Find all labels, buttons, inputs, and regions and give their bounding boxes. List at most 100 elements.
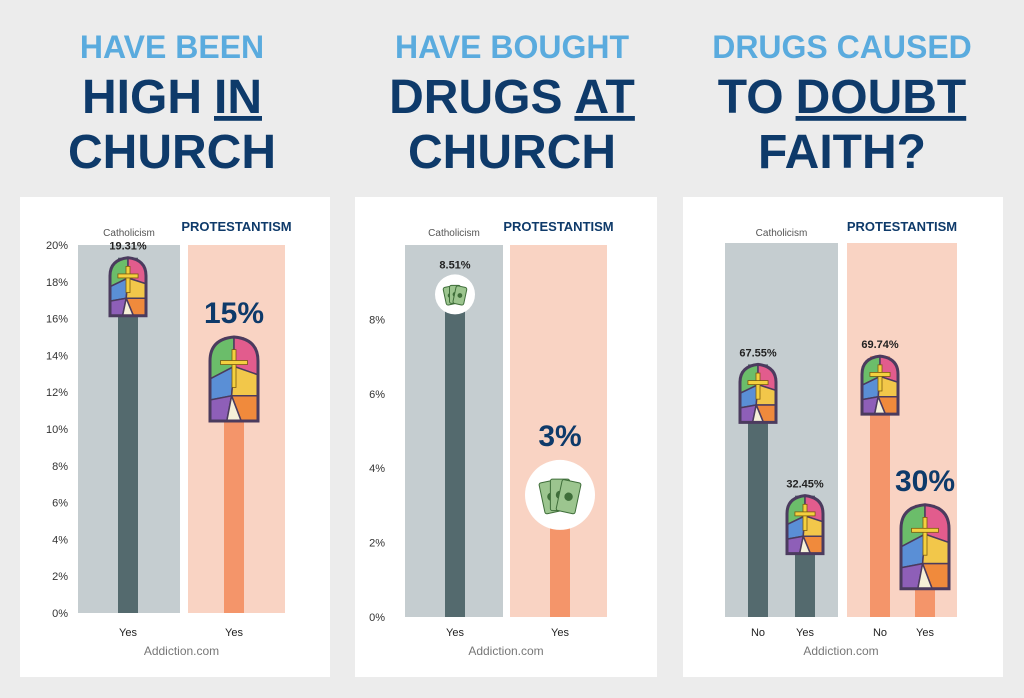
- pane: [901, 562, 924, 589]
- bar: [118, 257, 138, 613]
- pane: [121, 295, 135, 316]
- x-tick-label: No: [873, 627, 887, 639]
- y-tick-label: 20%: [46, 240, 68, 252]
- cross-h: [911, 527, 939, 533]
- cross-v: [922, 517, 928, 556]
- y-tick-label: 10%: [46, 424, 68, 436]
- title-word: DRUGS CAUSED: [712, 29, 972, 65]
- y-tick-label: 6%: [52, 498, 68, 510]
- title-word: TO: [718, 71, 784, 124]
- cross-h: [869, 372, 891, 377]
- x-tick-label: Yes: [119, 627, 137, 639]
- money-icon: [435, 274, 475, 315]
- y-tick-label: 4%: [369, 463, 385, 475]
- window-frame: [785, 494, 825, 556]
- window-icon: [860, 354, 900, 416]
- pane: [916, 560, 934, 589]
- window-icon: [738, 362, 778, 424]
- y-tick-label: 18%: [46, 277, 68, 289]
- title-word: DOUBT: [796, 71, 967, 124]
- window-panes: [862, 356, 898, 415]
- window-icon: [899, 503, 951, 591]
- series-name: PROTESTANTISM: [847, 219, 957, 234]
- title-line: DRUGS CAUSED: [712, 29, 972, 65]
- title-line: CHURCH: [408, 126, 616, 179]
- title-word: CHURCH: [68, 126, 276, 179]
- window-frame: [899, 503, 951, 591]
- x-tick-label: Yes: [796, 627, 814, 639]
- value-label: 30%: [895, 465, 955, 498]
- y-tick-label: 8%: [52, 461, 68, 473]
- cross-v: [231, 349, 237, 388]
- cross-v: [802, 503, 808, 531]
- cross-h: [117, 273, 139, 279]
- pane: [787, 535, 805, 554]
- pane: [862, 395, 880, 415]
- bar: [870, 356, 890, 617]
- y-tick-label: 0%: [52, 608, 68, 620]
- series-name: Catholicism: [103, 228, 155, 239]
- bar: [445, 300, 465, 617]
- bill-seal: [564, 492, 573, 501]
- value-label: 8.51%: [439, 259, 470, 271]
- value-label: 69.74%: [861, 339, 899, 351]
- bar: [550, 505, 570, 617]
- y-tick-label: 4%: [52, 534, 68, 546]
- window-frame: [108, 256, 148, 318]
- pane: [751, 402, 765, 423]
- title-line: CHURCH: [68, 126, 276, 179]
- title-word: HIGH: [82, 71, 202, 124]
- title-line: HAVE BEEN: [80, 29, 264, 65]
- cross-v: [125, 265, 131, 293]
- pane: [225, 393, 243, 421]
- x-tick-label: No: [751, 627, 765, 639]
- y-tick-label: 12%: [46, 387, 68, 399]
- window-frame: [860, 354, 900, 416]
- window-frame: [738, 362, 778, 424]
- value-label: 3%: [538, 420, 581, 453]
- cross-v: [877, 364, 883, 392]
- source: Addiction.com: [144, 644, 219, 658]
- window-panes: [901, 504, 949, 589]
- window-panes: [210, 337, 258, 421]
- y-tick-label: 2%: [52, 571, 68, 583]
- title-word: HAVE BEEN: [80, 29, 264, 65]
- title-word: IN: [214, 71, 262, 124]
- pane: [210, 394, 233, 421]
- x-tick-label: Yes: [551, 627, 569, 639]
- pane: [740, 404, 758, 423]
- cross-h: [747, 380, 769, 386]
- source: Addiction.com: [803, 644, 878, 658]
- window-panes: [740, 364, 776, 423]
- pane: [110, 297, 128, 316]
- x-tick-label: Yes: [916, 627, 934, 639]
- title-word: CHURCH: [408, 126, 616, 179]
- y-tick-label: 6%: [369, 389, 385, 401]
- y-tick-label: 16%: [46, 314, 68, 326]
- y-tick-label: 2%: [369, 538, 385, 550]
- series-name: Catholicism: [756, 228, 808, 239]
- window-panes: [787, 495, 823, 554]
- panel: [355, 197, 657, 677]
- cross-h: [794, 511, 816, 517]
- title-line: HIGH IN: [82, 71, 262, 124]
- series-name: PROTESTANTISM: [181, 219, 291, 234]
- title-line: HAVE BOUGHT: [395, 29, 630, 65]
- title-line: FAITH?: [758, 126, 926, 179]
- window-icon: [785, 494, 825, 556]
- title-line: DRUGS AT: [389, 71, 635, 124]
- series-name: PROTESTANTISM: [503, 219, 613, 234]
- bar: [748, 364, 768, 617]
- series-band: [725, 243, 838, 617]
- window-panes: [110, 257, 146, 316]
- window-icon: [108, 256, 148, 318]
- cross-h: [220, 360, 248, 365]
- pane: [798, 533, 812, 554]
- title-word: FAITH?: [758, 126, 926, 179]
- x-tick-label: Yes: [446, 627, 464, 639]
- value-label: 19.31%: [109, 241, 147, 253]
- series-name: Catholicism: [428, 228, 480, 239]
- title-word: DRUGS: [389, 71, 562, 124]
- x-tick-label: Yes: [225, 627, 243, 639]
- value-label: 67.55%: [739, 347, 777, 359]
